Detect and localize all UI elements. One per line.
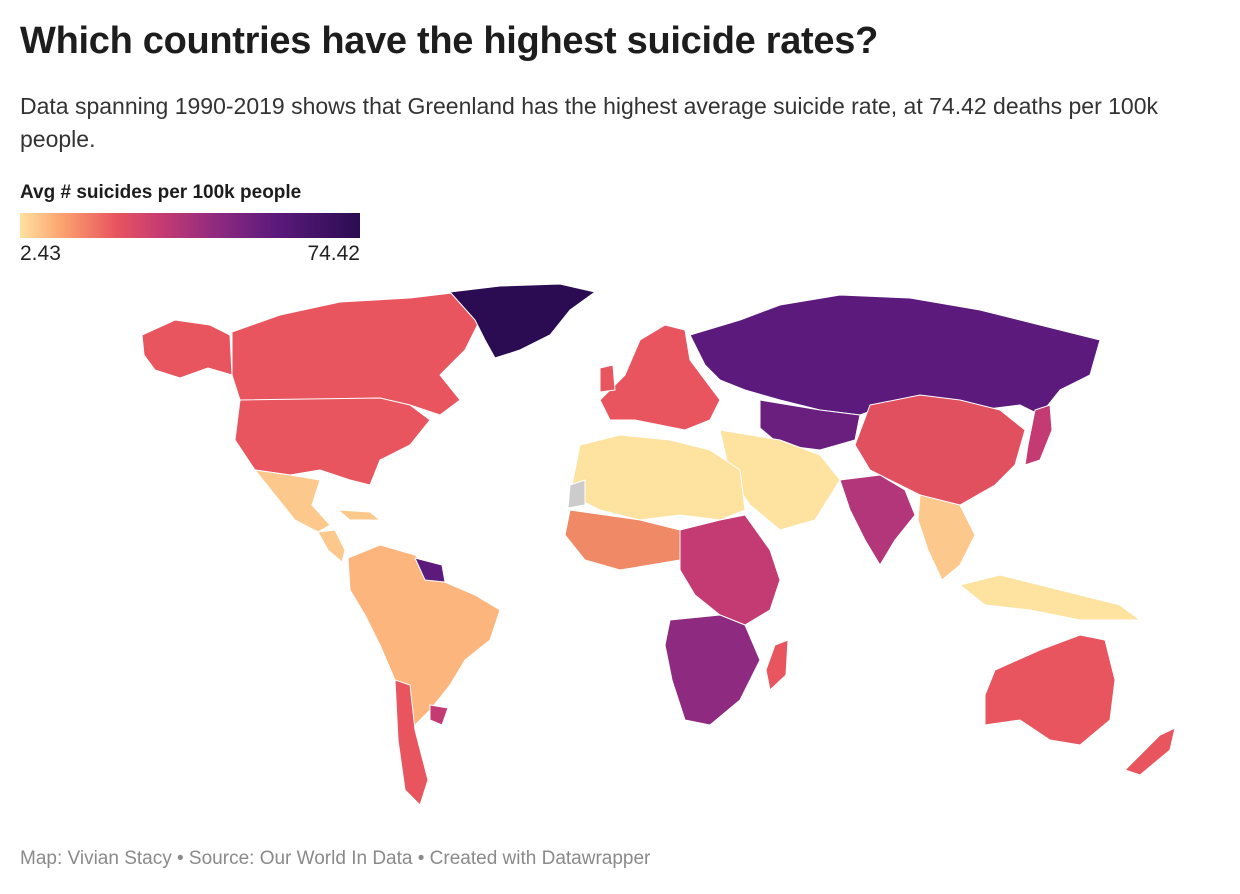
region-indonesia[interactable] (959, 574, 1141, 621)
region-russia[interactable] (689, 294, 1101, 416)
region-western-sahara[interactable] (567, 479, 586, 509)
color-legend: Avg # suicides per 100k people 2.43 74.4… (20, 182, 360, 266)
region-alaska[interactable] (141, 319, 233, 379)
legend-labels: 2.43 74.42 (20, 242, 360, 266)
region-australia[interactable] (984, 634, 1116, 746)
region-greenland[interactable] (449, 283, 596, 359)
legend-max-label: 74.42 (307, 242, 360, 265)
region-mexico[interactable] (254, 469, 331, 533)
region-europe[interactable] (599, 324, 721, 431)
region-uk[interactable] (599, 364, 616, 393)
region-southeast-asia[interactable] (917, 494, 976, 581)
region-japan[interactable] (1024, 404, 1053, 466)
chart-footer: Map: Vivian Stacy • Source: Our World In… (20, 848, 651, 869)
region-central-africa[interactable] (679, 514, 781, 626)
chart-title: Which countries have the highest suicide… (20, 20, 878, 62)
region-canada[interactable] (231, 291, 481, 416)
region-india[interactable] (839, 474, 916, 566)
region-cuba[interactable] (337, 509, 381, 521)
region-west-africa[interactable] (564, 509, 681, 571)
legend-min-label: 2.43 (20, 242, 61, 265)
region-new-zealand[interactable] (1124, 727, 1176, 776)
region-china[interactable] (854, 394, 1026, 506)
region-southern-africa[interactable] (664, 614, 761, 726)
region-uruguay[interactable] (429, 704, 449, 726)
region-chile[interactable] (394, 679, 429, 806)
legend-title: Avg # suicides per 100k people (20, 182, 302, 203)
legend-gradient-bar (20, 213, 360, 238)
region-north-africa[interactable] (569, 434, 746, 521)
region-central-america[interactable] (317, 529, 346, 563)
region-kazakhstan[interactable] (759, 399, 861, 451)
world-map (141, 283, 1176, 806)
region-guyana[interactable] (414, 557, 446, 583)
chart-subtitle: Data spanning 1990-2019 shows that Green… (20, 93, 1159, 152)
region-madagascar[interactable] (765, 639, 789, 691)
